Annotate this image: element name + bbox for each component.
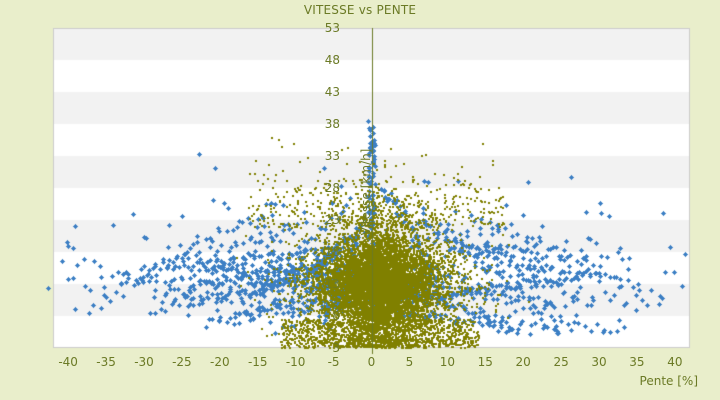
plot-canvas[interactable] <box>0 0 720 400</box>
scatter-chart: VITESSE vs PENTE 3 8 13 18 23 28 33 38 43 48 53 -4… <box>0 0 720 400</box>
